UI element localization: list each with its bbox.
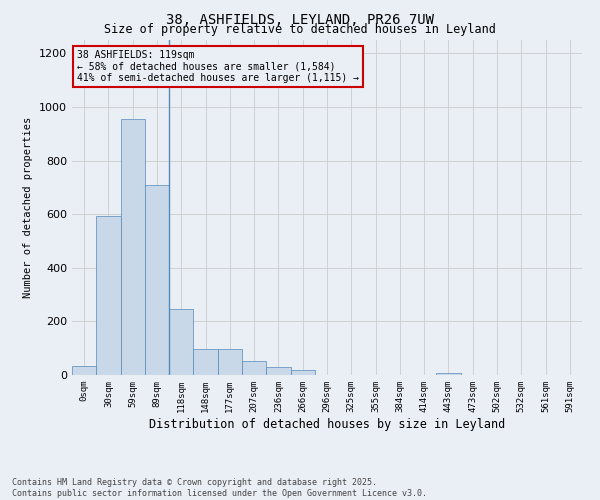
Text: Size of property relative to detached houses in Leyland: Size of property relative to detached ho… — [104, 22, 496, 36]
Bar — [145, 184, 169, 375]
Bar — [169, 310, 193, 375]
Bar — [266, 368, 290, 375]
Bar — [72, 366, 96, 375]
Bar — [96, 216, 121, 375]
X-axis label: Distribution of detached houses by size in Leyland: Distribution of detached houses by size … — [149, 418, 505, 430]
Text: Contains HM Land Registry data © Crown copyright and database right 2025.
Contai: Contains HM Land Registry data © Crown c… — [12, 478, 427, 498]
Bar — [242, 361, 266, 375]
Bar — [193, 348, 218, 375]
Bar — [121, 119, 145, 375]
Bar — [290, 370, 315, 375]
Y-axis label: Number of detached properties: Number of detached properties — [23, 117, 34, 298]
Text: 38 ASHFIELDS: 119sqm
← 58% of detached houses are smaller (1,584)
41% of semi-de: 38 ASHFIELDS: 119sqm ← 58% of detached h… — [77, 50, 359, 83]
Bar — [436, 373, 461, 375]
Text: 38, ASHFIELDS, LEYLAND, PR26 7UW: 38, ASHFIELDS, LEYLAND, PR26 7UW — [166, 12, 434, 26]
Bar — [218, 348, 242, 375]
